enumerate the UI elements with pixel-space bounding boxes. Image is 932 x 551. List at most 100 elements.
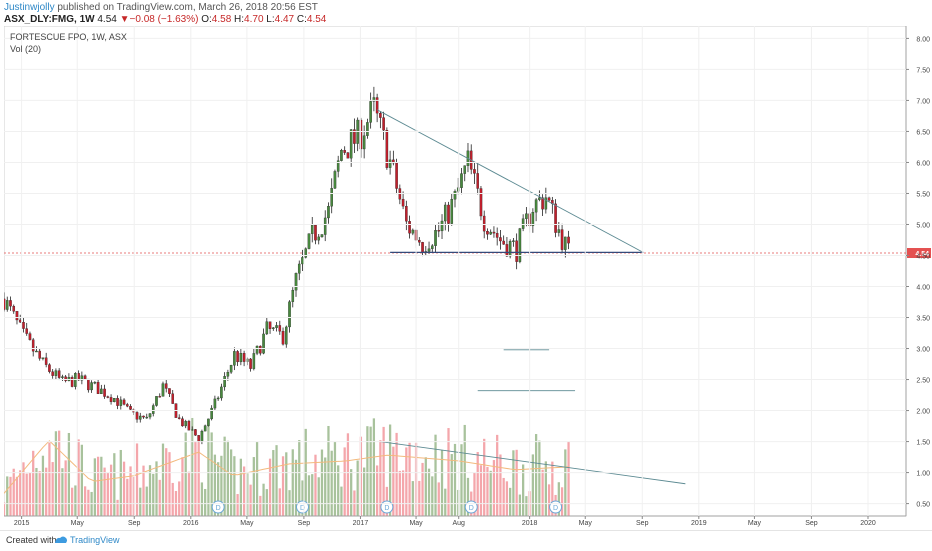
candle-body bbox=[48, 364, 51, 372]
volume-bar bbox=[544, 461, 547, 516]
volume-bar bbox=[278, 488, 281, 516]
x-tick-label: 2016 bbox=[183, 520, 199, 527]
candle-body bbox=[109, 397, 113, 403]
instrument-legend[interactable]: FORTESCUE FPO, 1W, ASX bbox=[10, 32, 127, 42]
high-value: 4.70 bbox=[244, 14, 264, 25]
candle-body bbox=[255, 345, 259, 354]
candle-body bbox=[486, 231, 489, 235]
candle-body bbox=[564, 236, 567, 250]
candle-body bbox=[333, 171, 337, 189]
volume-bar bbox=[22, 462, 25, 516]
y-tick-label: 4.50 bbox=[916, 253, 930, 260]
x-tick-label: May bbox=[579, 520, 593, 527]
y-tick-label: 7.00 bbox=[916, 98, 930, 105]
volume-bar bbox=[567, 441, 570, 516]
volume-bar bbox=[363, 467, 366, 516]
last-price-label: 4.54 bbox=[915, 251, 929, 258]
price-chart[interactable]: 4.54 D D D D D 0.50 1.00 1.50 2.00 2.50 3.00 3.50 4… bbox=[4, 26, 932, 528]
tradingview-brand[interactable]: TradingView bbox=[70, 535, 120, 545]
candle-body bbox=[70, 377, 74, 387]
volume-bar bbox=[518, 494, 522, 516]
y-tick-label: 0.50 bbox=[916, 502, 930, 509]
candle-body bbox=[223, 376, 226, 388]
volume-bar bbox=[281, 456, 285, 516]
author-link[interactable]: Justinwjolly bbox=[4, 2, 55, 13]
dividend-label: D bbox=[216, 505, 221, 512]
volume-bar bbox=[96, 456, 100, 516]
x-tick-label: 2020 bbox=[860, 520, 876, 527]
candle-body bbox=[336, 160, 340, 172]
candle-body bbox=[18, 319, 22, 323]
volume-bar bbox=[15, 476, 19, 516]
candle-body bbox=[213, 398, 217, 409]
volume-bar bbox=[509, 487, 512, 516]
y-tick-label: 4.00 bbox=[916, 285, 930, 292]
candle-body bbox=[554, 203, 557, 233]
candle-body bbox=[28, 333, 32, 340]
candle-body bbox=[327, 206, 330, 219]
candle-body bbox=[463, 165, 467, 174]
volume-bar bbox=[557, 482, 560, 516]
volume-bar bbox=[340, 486, 343, 516]
drawings[interactable] bbox=[376, 109, 686, 485]
volume-bar bbox=[320, 449, 324, 516]
candle-body bbox=[541, 197, 544, 210]
volume-bar bbox=[226, 440, 230, 516]
candle-body bbox=[547, 197, 551, 201]
volume-bar bbox=[239, 458, 242, 516]
dividend-label: D bbox=[384, 505, 389, 512]
volume-bar bbox=[343, 447, 346, 516]
candle-body bbox=[323, 217, 327, 235]
candle-body bbox=[320, 234, 324, 238]
candle-body bbox=[434, 230, 437, 246]
candle-body bbox=[505, 244, 509, 257]
volume-bar bbox=[191, 417, 194, 516]
volume-bar bbox=[100, 456, 103, 516]
volume-bar bbox=[61, 468, 64, 516]
chart-header: Justinwjolly published on TradingView.co… bbox=[0, 0, 932, 26]
candle-body bbox=[100, 388, 103, 395]
publish-text: published on TradingView.com, March 26, … bbox=[54, 2, 318, 13]
candle-body bbox=[259, 345, 262, 354]
last-price-tag bbox=[907, 248, 931, 259]
y-tick-label: 3.00 bbox=[916, 347, 930, 354]
time-axis[interactable]: 2015 May Sep 2016 May Sep 2017 May Aug 2018 May Sep… bbox=[4, 26, 906, 527]
candle-body bbox=[518, 228, 522, 262]
volume-bar bbox=[314, 454, 317, 516]
candle-body bbox=[369, 101, 372, 123]
candle-body bbox=[200, 430, 204, 442]
chart-area[interactable]: 4.54 D D D D D 0.50 1.00 1.50 2.00 2.50 3.00 3.50 4… bbox=[4, 26, 932, 528]
volume-bar bbox=[207, 424, 210, 516]
candle-body bbox=[560, 229, 564, 250]
volume-bar bbox=[236, 494, 239, 516]
volume-bar bbox=[311, 474, 314, 516]
tradingview-logo-icon bbox=[55, 536, 67, 543]
candle-body bbox=[181, 418, 184, 427]
volume-bar bbox=[145, 486, 148, 516]
price-axis[interactable]: 0.50 1.00 1.50 2.00 2.50 3.00 3.50 4.00 4.50 5.00… bbox=[4, 36, 930, 509]
volume-legend[interactable]: Vol (20) bbox=[10, 44, 42, 54]
volume-bar bbox=[135, 443, 139, 516]
candle-body bbox=[158, 396, 162, 398]
candle-body bbox=[275, 325, 278, 328]
candle-body bbox=[38, 350, 41, 359]
candle-body bbox=[317, 236, 321, 241]
candle-body bbox=[25, 328, 28, 334]
candle-body bbox=[297, 263, 301, 274]
volume-bar bbox=[522, 464, 525, 516]
candle-body bbox=[57, 370, 61, 378]
candle-body bbox=[155, 396, 158, 406]
candle-body bbox=[310, 224, 314, 234]
volume-bar bbox=[525, 496, 528, 516]
volume-bar bbox=[382, 426, 385, 516]
candle-body bbox=[476, 173, 479, 189]
candle-body bbox=[187, 421, 191, 431]
volume-bar bbox=[551, 461, 554, 516]
symbol-name[interactable]: ASX_DLY:FMG, 1W bbox=[4, 14, 95, 25]
candle-body bbox=[207, 418, 210, 426]
volume-bar bbox=[103, 467, 106, 516]
candle-body bbox=[304, 248, 308, 258]
x-tick-label: May bbox=[409, 520, 423, 527]
footer: Created with TradingView bbox=[0, 530, 932, 551]
volume-bar bbox=[204, 488, 207, 516]
